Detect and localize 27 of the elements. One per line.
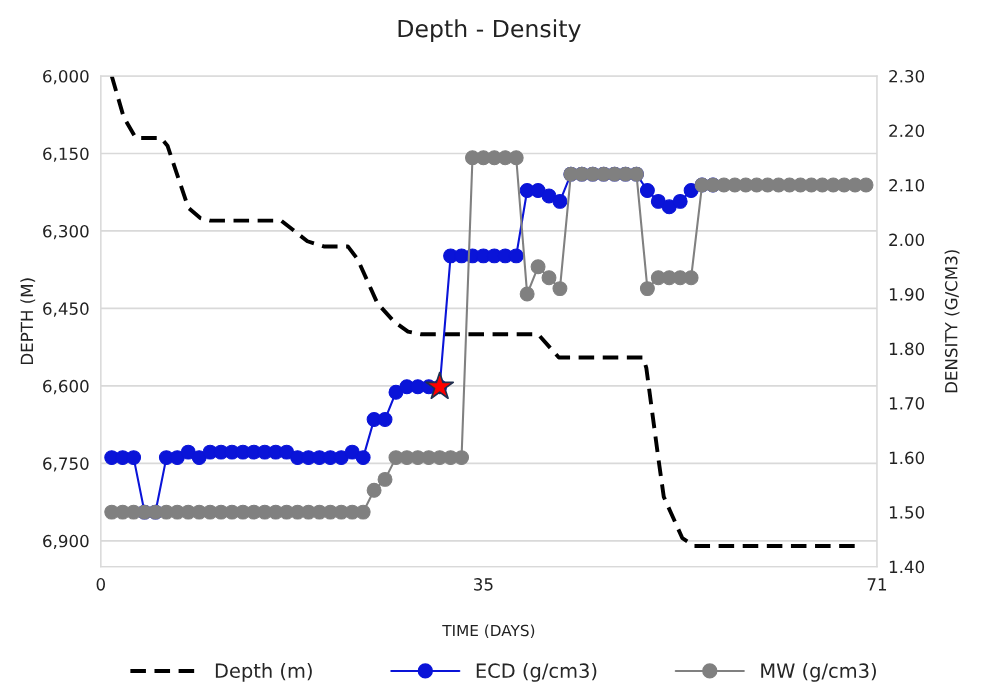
x-tick-label: 35 (474, 578, 493, 591)
legend-label: Depth (m) (215, 662, 312, 682)
y-tick-label: 6,150 (43, 147, 89, 162)
y2-tick-label: 2.10 (889, 179, 925, 192)
y-tick-label: 6,750 (43, 457, 89, 472)
y2-tick-label: 2.20 (889, 124, 925, 138)
y2-axis-title: DENSITY (G/CM3) (944, 250, 960, 393)
y2-tick-label: 1.80 (889, 342, 925, 356)
x-tick-label: 71 (867, 578, 887, 591)
y-axis-title: DEPTH (M) (20, 278, 36, 365)
y2-tick-label: 1.90 (889, 288, 925, 301)
chart-title: Depth - Density (398, 19, 581, 43)
y-tick-label: 6,900 (43, 534, 89, 550)
y2-tick-label: 1.70 (889, 397, 925, 410)
legend-label: ECD (g/cm3) (476, 662, 597, 682)
y2-tick-label: 2.30 (889, 69, 925, 83)
y-tick-label: 6,600 (43, 379, 89, 395)
y-tick-label: 6,450 (43, 302, 89, 317)
y2-tick-label: 2.00 (889, 233, 925, 247)
legend-label: MW (g/cm3) (761, 662, 876, 682)
y2-tick-label: 1.40 (889, 560, 925, 574)
y-tick-label: 6,000 (43, 69, 89, 85)
y2-tick-label: 1.50 (889, 506, 925, 519)
x-axis-title: TIME (DAYS) (442, 624, 535, 639)
y2-tick-label: 1.60 (889, 451, 925, 465)
y-tick-label: 6,300 (43, 224, 89, 240)
x-tick-label: 0 (96, 578, 105, 591)
